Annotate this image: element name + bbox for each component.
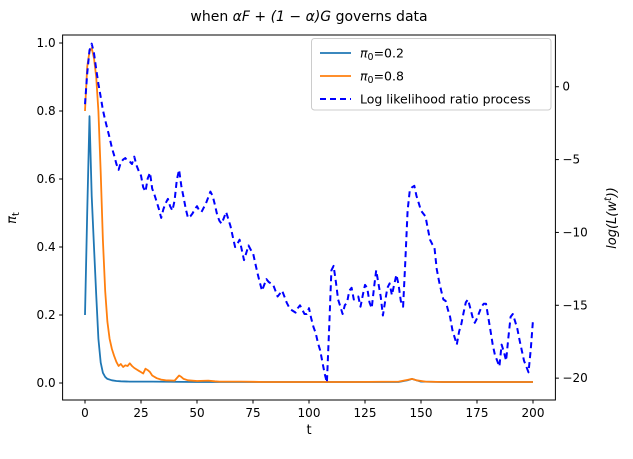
y-right-tick-label: −20	[562, 371, 587, 385]
legend: π0=0.2 π0=0.8 Log likelihood ratio proce…	[311, 38, 552, 111]
y-left-tick-label: 1.0	[37, 36, 56, 50]
y-right-tick-label: −10	[562, 225, 587, 239]
chart-title: when αF + (1 − α)G governs data	[190, 9, 427, 25]
legend-label-pi0-0.8: π0=0.8	[360, 69, 404, 87]
x-tick-label: 50	[189, 406, 204, 420]
legend-label-llr: Log likelihood ratio process	[360, 92, 531, 107]
x-tick-label: 75	[245, 406, 260, 420]
legend-box	[311, 38, 552, 111]
x-axis-label: t	[306, 423, 311, 438]
y-right-tick-label: −15	[562, 298, 587, 312]
x-tick-label: 200	[522, 406, 545, 420]
y-right-tick-label: 0	[562, 80, 570, 94]
y-right-axis-label: log(L(wt))	[603, 187, 620, 249]
x-tick-label: 150	[410, 406, 433, 420]
y-right-tick-label: −5	[562, 153, 580, 167]
y-left-tick-label: 0.4	[37, 240, 56, 254]
y-left-tick-label: 0.2	[37, 308, 56, 322]
x-tick-label: 125	[354, 406, 377, 420]
y-left-tick-label: 0.8	[37, 104, 56, 118]
y-left-axis-label: πt	[5, 212, 22, 224]
y-left-tick-label: 0.0	[37, 376, 56, 390]
y-left-tick-label: 0.6	[37, 172, 56, 186]
x-tick-label: 0	[81, 406, 89, 420]
series-line-log-likelihood-ratio-process	[84, 42, 534, 384]
x-tick-label: 175	[466, 406, 489, 420]
legend-label-pi0-0.2: π0=0.2	[360, 46, 404, 64]
x-tick-label: 25	[133, 406, 148, 420]
x-tick-label: 100	[298, 406, 321, 420]
series-lines	[84, 42, 534, 384]
series-line-pi0-0.8	[84, 47, 533, 383]
axis-ticks: 0 25 50 75 100 125 150 175 200 0.0 0.2 0.4 0.6 0.8 1.0…	[37, 36, 588, 420]
series-line-pi0-0.2	[84, 115, 533, 383]
